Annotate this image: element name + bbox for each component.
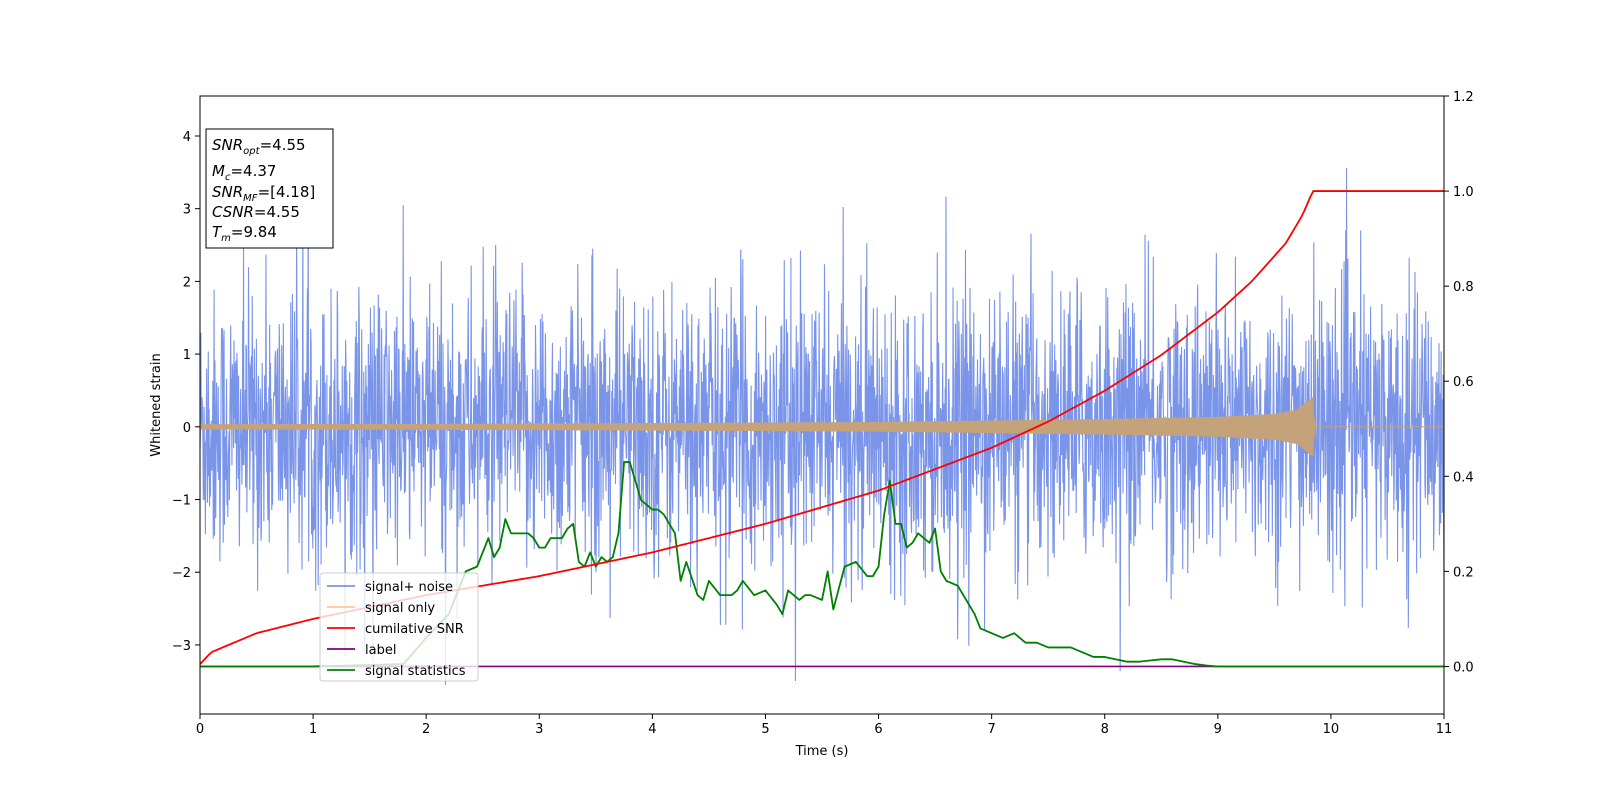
x-tick-label: 3	[535, 722, 543, 737]
legend-frame	[319, 572, 479, 682]
series-signal-statistics	[200, 461, 1444, 668]
x-tick-label: 0	[196, 722, 204, 737]
x-tick-label: 4	[648, 722, 656, 737]
annotation-subscript: c	[225, 172, 231, 183]
y-left-tick-label: −2	[172, 566, 191, 581]
series-signal-only	[200, 396, 1444, 457]
x-tick-label: 9	[1214, 722, 1222, 737]
x-tick-label: 5	[761, 722, 769, 737]
annotation-value: =[4.18]	[258, 183, 316, 201]
annotation-line: Tm=9.84	[212, 223, 277, 244]
x-tick-label: 8	[1101, 722, 1109, 737]
annotation-symbol: CSNR	[212, 203, 254, 221]
y-right-tick-label: 1.0	[1453, 185, 1474, 200]
legend-label: signal+ noise	[365, 580, 453, 595]
x-tick-label: 2	[422, 722, 430, 737]
legend: signal+ noise signal only cumilative SNR la…	[319, 572, 479, 682]
annotation-line: Mc=4.37	[212, 162, 276, 183]
annotation-subscript: opt	[243, 146, 260, 157]
annotation-line: SNRopt=4.55	[212, 136, 306, 157]
annotation-box-frame	[205, 128, 334, 249]
x-tick-label: 10	[1323, 722, 1340, 737]
annotation-symbol: M	[212, 162, 225, 180]
legend-label: label	[365, 643, 396, 658]
annotation-line: SNRMF=[4.18]	[212, 183, 315, 204]
x-tick-label: 6	[874, 722, 882, 737]
y-right-tick-label: 0.8	[1453, 280, 1474, 295]
x-tick-label: 1	[309, 722, 317, 737]
x-tick-label: 7	[987, 722, 995, 737]
y-left-tick-label: 4	[183, 130, 191, 145]
y-axis-label: Whitened strain	[149, 353, 164, 456]
y-right-tick-label: 0.2	[1453, 565, 1474, 580]
annotation-value: =9.84	[231, 223, 277, 241]
legend-label: signal only	[365, 601, 435, 616]
annotation-line: CSNR=4.55	[212, 203, 300, 221]
y-left-tick-label: 0	[183, 421, 191, 436]
annotation-box: SNRopt=4.55Mc=4.37SNRMF=[4.18]CSNR=4.55T…	[205, 128, 334, 249]
annotation-value: =4.55	[260, 136, 306, 154]
x-tick-label: 11	[1436, 722, 1453, 737]
y-left-tick-label: 3	[183, 203, 191, 218]
y-left-tick-label: −3	[172, 639, 191, 654]
y-axis-right: 0.0 0.2 0.4 0.6 0.8 1.0 1.2	[1444, 90, 1474, 675]
y-axis-left: −3 −2 −1 0 1 2 3 4	[172, 130, 200, 654]
x-axis-label: Time (s)	[795, 744, 849, 759]
annotation-value: =4.37	[230, 162, 276, 180]
y-right-tick-label: 1.2	[1453, 90, 1474, 105]
y-left-tick-label: 1	[183, 348, 191, 363]
axes-frame	[199, 95, 1445, 715]
annotation-symbol: T	[212, 223, 223, 241]
annotation-symbol: SNR	[212, 136, 243, 154]
y-right-tick-label: 0.0	[1453, 660, 1474, 675]
annotation-subscript: m	[221, 233, 231, 244]
y-left-tick-label: 2	[183, 275, 191, 290]
y-left-tick-label: −1	[172, 494, 191, 509]
y-right-tick-label: 0.4	[1453, 470, 1474, 485]
annotation-subscript: MF	[243, 193, 258, 204]
x-axis: 0 1 2 3 4 5 6 7 8 9 10 11	[196, 714, 1452, 737]
annotation-symbol: SNR	[212, 183, 243, 201]
annotation-value: =4.55	[254, 203, 300, 221]
series-signal-noise	[200, 168, 1444, 685]
legend-label: cumilative SNR	[365, 622, 464, 637]
y-right-tick-label: 0.6	[1453, 375, 1474, 390]
legend-label: signal statistics	[365, 664, 466, 679]
